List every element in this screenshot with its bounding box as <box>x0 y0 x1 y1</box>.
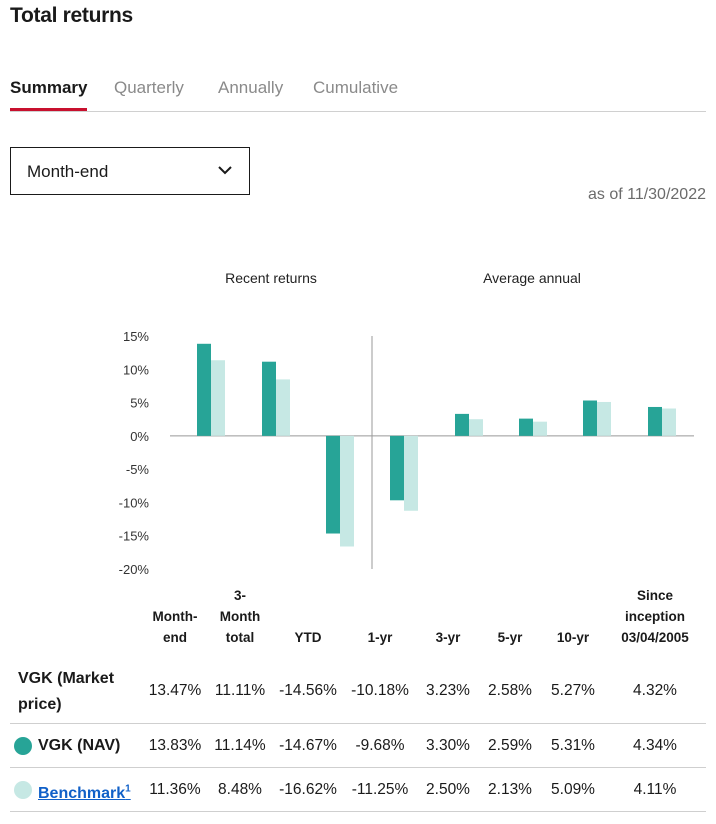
table-cell: 2.59% <box>488 737 532 754</box>
tab-annually[interactable]: Annually <box>218 78 284 97</box>
column-header: 1-yr <box>367 630 393 645</box>
tab-cumulative[interactable]: Cumulative <box>313 78 399 97</box>
table-cell: 8.48% <box>218 781 262 798</box>
group-label-average: Average annual <box>483 270 581 286</box>
benchmark-link[interactable]: Benchmark1 <box>38 784 131 803</box>
column-header: YTD <box>294 630 322 645</box>
nav-legend-icon <box>14 737 32 755</box>
benchmark-bar <box>340 435 354 547</box>
table-cell: 5.09% <box>551 781 595 798</box>
nav-bar <box>648 406 662 436</box>
table-cell: 2.58% <box>488 682 532 699</box>
table-cell: -9.68% <box>355 737 405 754</box>
y-tick-label: -10% <box>119 495 150 510</box>
table-row-market-price: VGK (Market price) 13.47% 11.11% -14.56% -1… <box>10 658 706 724</box>
table-cell: -14.67% <box>279 737 337 754</box>
table-cell: -14.56% <box>279 682 337 699</box>
nav-bar <box>455 413 469 436</box>
row-label-benchmark: Benchmark1 <box>38 777 131 807</box>
column-header: 3-yr <box>435 630 461 645</box>
y-tick-label: 0% <box>130 429 149 444</box>
period-select-value: Month-end <box>27 162 109 181</box>
column-headers: Month-end 3- Month total YTD 1-yr 3-yr 5-yr 10-y… <box>0 588 716 654</box>
table-cell: 3.23% <box>426 682 470 699</box>
table-cell: 11.36% <box>149 781 201 798</box>
tab-quarterly[interactable]: Quarterly <box>114 78 184 97</box>
row-label-nav: VGK (NAV) <box>38 737 121 754</box>
y-tick-label: 5% <box>130 396 149 411</box>
nav-bar <box>197 343 211 436</box>
column-header: 10-yr <box>556 630 590 645</box>
benchmark-bar <box>597 401 611 436</box>
nav-bar <box>390 435 404 501</box>
benchmark-bar <box>211 360 225 436</box>
as-of-date: as of 11/30/2022 <box>587 186 706 203</box>
table-cell: 5.27% <box>551 682 595 699</box>
benchmark-bar <box>404 435 418 511</box>
table-cell: 4.32% <box>633 682 677 699</box>
nav-bar <box>583 400 597 436</box>
nav-bar <box>519 418 533 436</box>
group-label-recent: Recent returns <box>225 270 317 286</box>
table-cell: 4.34% <box>633 737 677 754</box>
table-cell: 2.13% <box>488 781 532 798</box>
column-header: 3- Month total <box>219 588 261 645</box>
table-cell: 4.11% <box>633 781 677 798</box>
table-cell: 2.50% <box>426 781 470 798</box>
table-cell: -16.62% <box>279 781 337 798</box>
chevron-down-icon <box>218 166 232 175</box>
table-cell: 11.11% <box>214 682 266 699</box>
table-cell: 13.83% <box>148 737 202 754</box>
table-cell: 13.47% <box>148 682 202 699</box>
y-tick-label: -15% <box>119 529 150 544</box>
nav-bar <box>326 435 340 534</box>
tab-summary[interactable]: Summary <box>10 78 88 111</box>
returns-chart: Recent returns Average annual 15% 10% 5% 0%… <box>119 270 694 577</box>
page-title: Total returns <box>10 4 133 27</box>
benchmark-bar <box>469 419 483 436</box>
table-row-benchmark: Benchmark1 11.36% 8.48% -16.62% -11.25% 2.50… <box>10 768 706 812</box>
table-cell: 3.30% <box>426 737 470 754</box>
tab-bar: Summary Quarterly Annually Cumulative <box>10 78 706 112</box>
benchmark-bar <box>533 421 547 436</box>
table-cell: 5.31% <box>551 737 595 754</box>
column-header: Month-end <box>152 609 198 645</box>
row-label-market-price: VGK (Market price) <box>18 670 115 713</box>
y-tick-label: 10% <box>123 362 149 377</box>
column-header: 5-yr <box>497 630 523 645</box>
table-cell: 11.14% <box>214 737 266 754</box>
benchmark-bar <box>662 408 676 436</box>
y-tick-label: -20% <box>119 562 150 577</box>
table-row-nav: VGK (NAV) 13.83% 11.14% -14.67% -9.68% 3.30%… <box>10 724 706 768</box>
y-tick-label: -5% <box>126 462 150 477</box>
column-header: Since inception 03/04/2005 <box>621 588 689 645</box>
table-cell: -10.18% <box>351 682 409 699</box>
table-cell: -11.25% <box>351 781 409 798</box>
nav-bar <box>262 361 276 436</box>
period-select[interactable]: Month-end <box>10 147 250 195</box>
y-tick-label: 15% <box>123 329 149 344</box>
benchmark-bar <box>276 379 290 436</box>
benchmark-legend-icon <box>14 781 32 799</box>
